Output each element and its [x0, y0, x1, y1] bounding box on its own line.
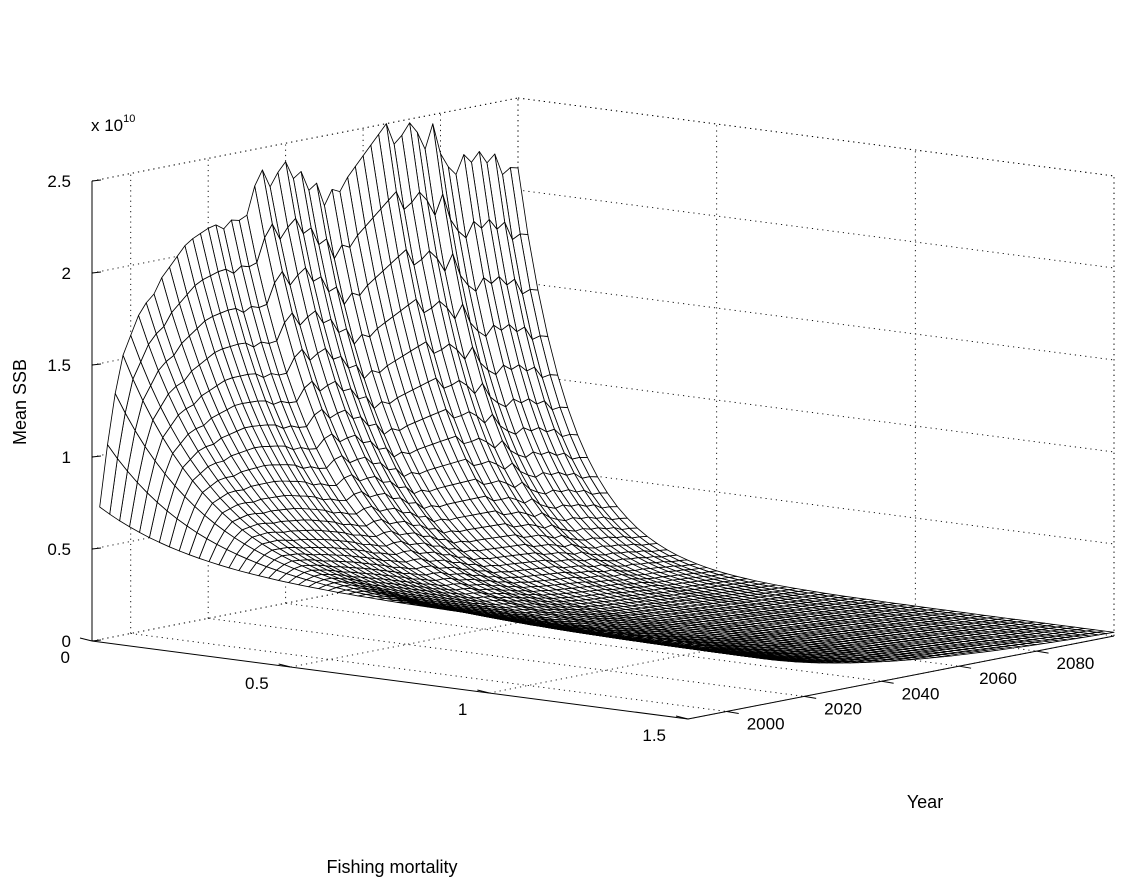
x-axis-tick-label: 1.5: [642, 726, 666, 745]
z-axis-tick: [91, 179, 102, 182]
z-axis-tick-label: 1: [62, 448, 71, 467]
y-axis-tick-label: 2020: [824, 699, 862, 718]
x-axis-tick-label: 0: [61, 648, 70, 667]
surface-patch: [99, 444, 118, 515]
axis-labels: x 1010 Mean SSB Fishing mortality Year: [10, 113, 943, 877]
ssb-surface: [99, 122, 1115, 664]
y-axis-tick: [1036, 650, 1049, 654]
z-axis-multiplier: x 1010: [91, 113, 135, 135]
z-axis-tick-label: 2.5: [47, 172, 71, 191]
y-axis-title: Year: [907, 792, 943, 812]
grid-line-back-z: [517, 373, 1115, 453]
z-axis-tick-label: 1.5: [47, 356, 71, 375]
y-axis-line: [687, 635, 1115, 720]
y-axis-tick-label: 2060: [979, 669, 1017, 688]
x-axis-tick: [477, 689, 490, 694]
y-axis-tick-label: 2000: [747, 714, 785, 733]
z-axis-title: Mean SSB: [10, 359, 30, 445]
z-axis-tick: [91, 547, 102, 550]
z-axis-tick-label: 0.5: [47, 540, 71, 559]
z-axis-tick-label: 2: [62, 264, 71, 283]
z-axis-tick: [91, 455, 102, 458]
axes: 0 0.5 1 1.5 2 2.5 0 0.5 1 1.5 2000 2020 2040 2060 2080: [47, 172, 1115, 745]
x-axis-tick: [278, 663, 291, 668]
y-axis-tick-label: 2080: [1057, 654, 1095, 673]
grid-line-left-z: [91, 97, 519, 182]
y-axis-tick: [804, 695, 817, 699]
x-axis-title: Fishing mortality: [326, 857, 457, 877]
grid-box-edge: [517, 97, 1115, 177]
y-axis-tick: [881, 680, 894, 684]
y-axis-tick: [726, 710, 739, 714]
grid-line-back-z: [517, 189, 1115, 269]
z-axis-tick: [91, 363, 102, 366]
x-axis-tick-label: 1: [458, 700, 467, 719]
y-axis-tick: [959, 665, 972, 669]
grid-line-back-z: [517, 97, 1115, 177]
x-axis-tick: [79, 637, 93, 642]
x-axis-line: [91, 640, 689, 720]
x-axis-tick: [675, 715, 689, 720]
grid-line-back-z: [517, 281, 1115, 361]
y-axis-tick-label: 2040: [902, 684, 940, 703]
x-axis-tick-label: 0.5: [245, 674, 269, 693]
grid-box-edge: [91, 97, 519, 182]
grid-line-floor-year: [130, 633, 727, 712]
z-axis-tick-label: 0: [62, 632, 71, 651]
z-axis-tick: [91, 271, 102, 274]
